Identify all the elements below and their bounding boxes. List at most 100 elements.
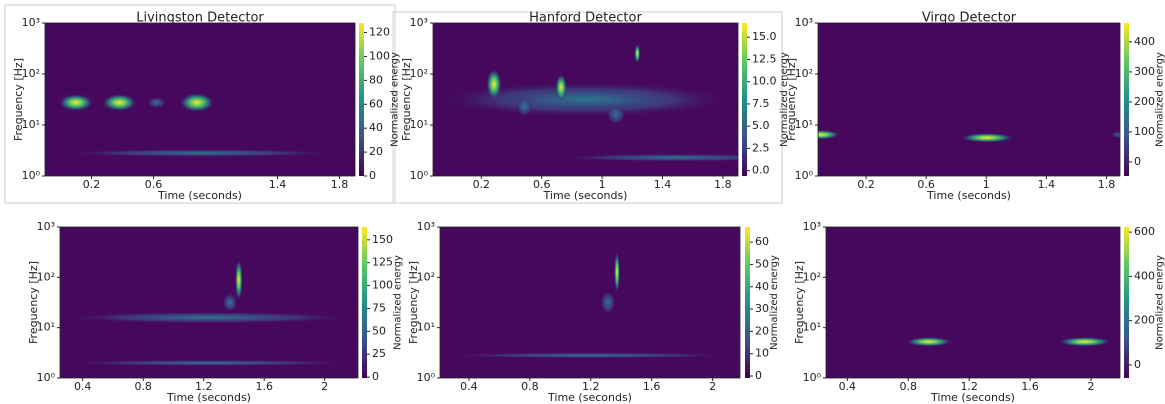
colorbar-tick-label: 200 — [1134, 314, 1155, 327]
panel-title: Livingston Detector — [136, 11, 264, 26]
x-tick-label: 0.4 — [460, 380, 478, 393]
y-axis-label: Frequency [Hz] — [407, 261, 420, 344]
x-axis-label: Time (seconds) — [543, 189, 628, 202]
x-tick-label: 0.6 — [533, 178, 551, 191]
colorbar-tick-label: 60 — [755, 235, 769, 248]
x-tick-label: 0.2 — [473, 178, 491, 191]
heatmap-feature — [146, 96, 167, 109]
plot-frame — [439, 226, 741, 379]
colorbar-tick-label: 80 — [369, 73, 383, 86]
y-tick-label: 10³ — [37, 220, 55, 233]
x-tick-label: 1.4 — [269, 178, 287, 191]
heatmap-feature — [904, 336, 953, 347]
x-tick-label: 1.6 — [643, 380, 661, 393]
heatmap-feature — [600, 290, 616, 315]
heatmap-texture — [60, 257, 358, 366]
heatmap-feature — [101, 93, 138, 112]
colorbar-tick-label: 5.0 — [752, 119, 770, 132]
colorbar-tick-label: 0 — [755, 369, 762, 382]
x-tick-label: 2 — [709, 380, 716, 393]
x-tick-label: 1 — [983, 178, 990, 191]
heatmap-feature — [234, 257, 243, 302]
colorbar-tick-label: 100 — [372, 279, 393, 292]
y-tick-label: 10⁰ — [795, 169, 814, 182]
x-tick-label: 1 — [599, 178, 606, 191]
colorbar-tick-label: 400 — [1134, 269, 1155, 282]
x-axis-label: Time (seconds) — [547, 391, 632, 404]
y-tick-label: 10⁰ — [803, 371, 822, 384]
heatmap-feature — [959, 132, 1016, 143]
plot-frame — [59, 226, 359, 379]
x-tick-label: 0.2 — [857, 178, 875, 191]
colorbar-tick-label: 20 — [755, 324, 769, 337]
colorbar-label: Normalized energy — [1155, 52, 1165, 147]
x-tick-label: 0.8 — [134, 380, 152, 393]
x-tick-label: 1.8 — [714, 178, 732, 191]
x-axis-label: Time (seconds) — [926, 189, 1011, 202]
y-tick-label: 10¹ — [795, 118, 813, 131]
y-axis-label: Frequency [Hz] — [12, 58, 25, 141]
colorbar-tick-label: 100 — [1134, 125, 1155, 138]
colorbar-tick-label: 25 — [372, 347, 386, 360]
heatmap-feature — [1110, 130, 1120, 139]
heatmap-feature — [606, 104, 626, 125]
x-tick-label: 0.2 — [83, 178, 101, 191]
y-tick-label: 10¹ — [22, 118, 40, 131]
colorbar-tick-label: 0 — [1134, 358, 1141, 371]
colorbar-tick-label: 12.5 — [752, 52, 777, 65]
x-tick-label: 1.4 — [654, 178, 672, 191]
colorbar-label: Normalized energy — [769, 255, 780, 350]
y-tick-label: 10⁰ — [37, 371, 56, 384]
panel-title: Virgo Detector — [922, 11, 1017, 26]
colorbar-tick-label: 0 — [369, 169, 376, 182]
heatmap-feature — [221, 292, 238, 313]
heatmap-feature — [435, 81, 736, 118]
y-tick-label: 10³ — [417, 220, 435, 233]
y-tick-label: 10³ — [22, 16, 40, 29]
plot-frame — [44, 22, 356, 177]
heatmap-texture — [58, 92, 340, 158]
x-tick-label: 0.6 — [145, 178, 163, 191]
heatmap-feature — [60, 359, 358, 366]
colorbar-tick-label: 600 — [1134, 225, 1155, 238]
colorbar-tick-label: 0.0 — [752, 164, 770, 177]
y-tick-label: 10² — [410, 67, 428, 80]
heatmap-texture — [818, 129, 1120, 143]
heatmap-texture — [440, 250, 740, 359]
y-axis-label: Frequency [Hz] — [785, 58, 798, 141]
panel-title: Hanford Detector — [529, 11, 642, 26]
screenshot-frame — [392, 11, 783, 204]
y-tick-label: 10¹ — [410, 118, 428, 131]
colorbar-tick-label: 200 — [1134, 95, 1155, 108]
y-tick-label: 10¹ — [37, 321, 55, 334]
heatmap — [818, 23, 1120, 176]
colorbar-tick-label: 2.5 — [752, 141, 770, 154]
x-tick-label: 0.6 — [917, 178, 935, 191]
heatmap-feature — [634, 43, 641, 64]
y-tick-label: 10¹ — [803, 321, 821, 334]
heatmap — [60, 227, 358, 378]
colorbar-tick-label: 150 — [372, 233, 393, 246]
colorbar-label: Normalized energy — [393, 255, 404, 350]
x-tick-label: 1.6 — [255, 380, 273, 393]
y-tick-label: 10² — [795, 67, 813, 80]
x-tick-label: 1.2 — [195, 380, 213, 393]
colorbar-tick-label: 40 — [755, 280, 769, 293]
plot-frame — [825, 226, 1121, 379]
colorbar — [745, 227, 750, 378]
y-tick-label: 10² — [417, 270, 435, 283]
colorbar-tick-label: 30 — [755, 302, 769, 315]
y-axis-label: Frequency [Hz] — [27, 261, 40, 344]
y-tick-label: 10³ — [803, 220, 821, 233]
heatmap-feature — [486, 68, 502, 101]
colorbar — [362, 227, 367, 378]
colorbar-tick-label: 7.5 — [752, 97, 770, 110]
colorbar — [359, 23, 364, 176]
colorbar-tick-label: 50 — [755, 257, 769, 270]
x-tick-label: 1.8 — [1098, 178, 1116, 191]
plot-frame — [432, 22, 739, 177]
x-axis-label: Time (seconds) — [157, 189, 242, 202]
heatmap-feature — [557, 153, 738, 162]
heatmap-feature — [58, 93, 94, 112]
colorbar — [742, 23, 747, 176]
